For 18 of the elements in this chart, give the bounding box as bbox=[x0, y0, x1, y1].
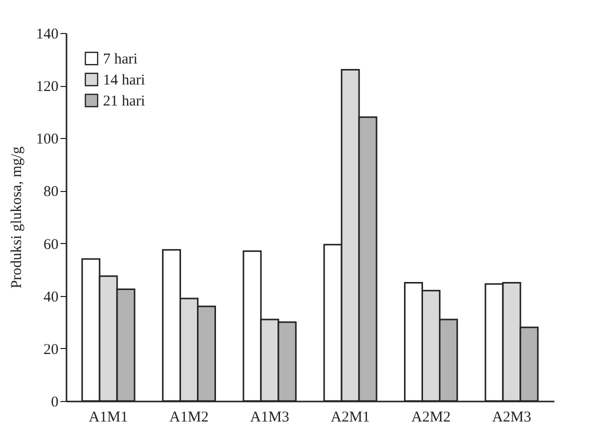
x-tick-label: A1M3 bbox=[250, 410, 290, 426]
x-tick-label: A2M2 bbox=[411, 410, 451, 426]
y-axis-title: Produksi glukosa, mg/g bbox=[9, 146, 25, 289]
x-tick-label: A2M3 bbox=[492, 410, 532, 426]
legend-label: 7 hari bbox=[103, 52, 138, 68]
y-tick-label: 140 bbox=[36, 26, 58, 42]
x-tick-label: A2M1 bbox=[330, 410, 370, 426]
y-tick-label: 100 bbox=[36, 132, 58, 148]
x-tick-label: A1M2 bbox=[169, 410, 209, 426]
y-tick-label: 20 bbox=[44, 342, 58, 358]
y-tick-label: 80 bbox=[44, 184, 58, 200]
y-tick-label: 60 bbox=[44, 236, 58, 253]
legend-label: 21 hari bbox=[103, 94, 146, 110]
y-tick-label: 40 bbox=[44, 289, 58, 306]
y-tick-label: 120 bbox=[36, 79, 58, 96]
x-tick-label: A1M1 bbox=[88, 410, 128, 426]
legend-label: 14 hari bbox=[103, 72, 146, 88]
y-tick-label: 0 bbox=[51, 394, 58, 410]
